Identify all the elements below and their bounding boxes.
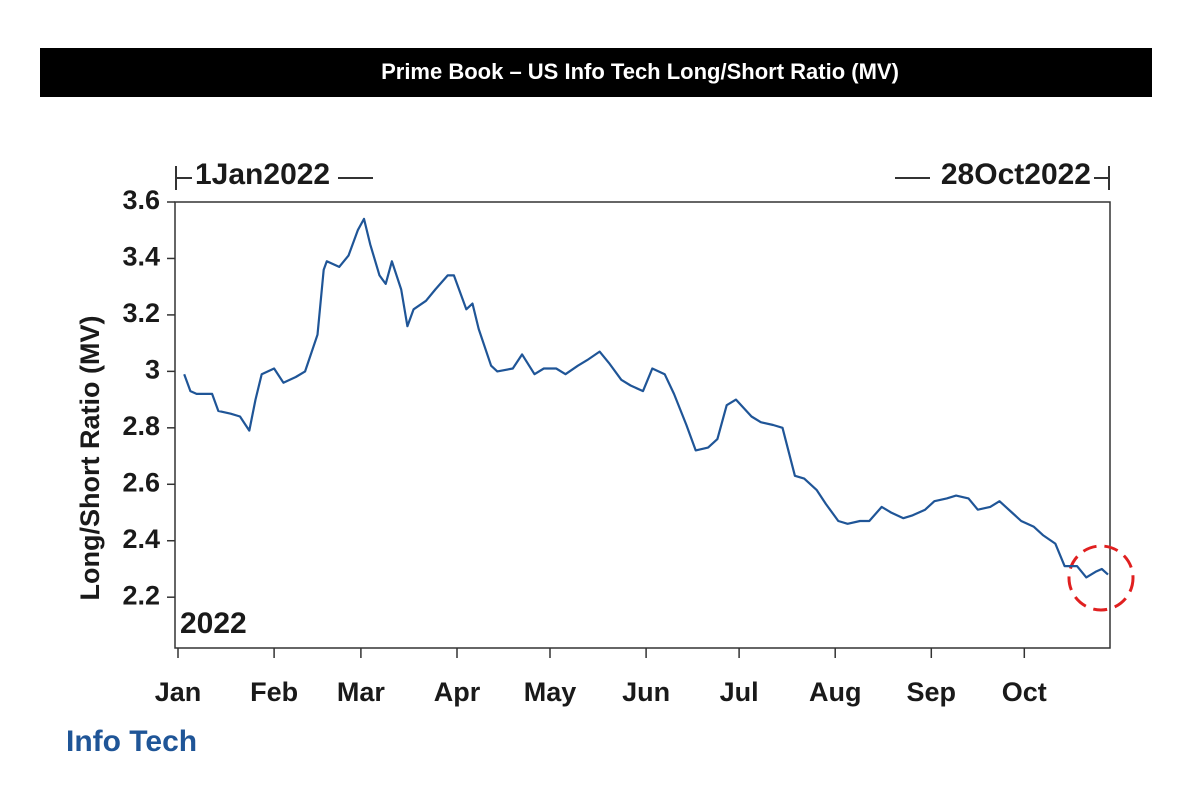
y-tick-label: 3.4 [122,242,160,272]
y-tick-label: 2.4 [122,524,160,554]
title-bar [40,48,1152,97]
plot-frame [174,201,1111,649]
y-tick-label: 2.8 [122,411,160,441]
highlight-circle [1067,544,1135,612]
year-label: 2022 [180,607,247,640]
start-label: 1Jan2022 [195,158,330,191]
x-tick-label: Feb [250,677,298,707]
x-tick-label: Jul [720,677,759,707]
y-tick-label: 2.2 [122,580,160,610]
x-tick-label: May [524,677,577,707]
y-tick-label: 3.2 [122,298,160,328]
x-tick-label: Sep [907,677,957,707]
y-tick-label: 3.6 [122,185,160,215]
x-tick-label: Jun [622,677,670,707]
y-axis-label: Long/Short Ratio (MV) [75,316,105,601]
x-tick-label: Apr [434,677,481,707]
x-tick-label: Aug [809,677,861,707]
range-markers [175,166,1110,190]
line-series [183,217,1109,579]
y-tick-label: 2.6 [122,467,160,497]
legend-label: Info Tech [66,725,197,758]
chart-title: Prime Book – US Info Tech Long/Short Rat… [381,59,899,84]
x-tick-label: Oct [1002,677,1047,707]
end-label: 28Oct2022 [941,158,1091,191]
x-tick-label: Jan [155,677,202,707]
y-tick-label: 3 [145,354,160,384]
x-tick-label: Mar [337,677,386,707]
